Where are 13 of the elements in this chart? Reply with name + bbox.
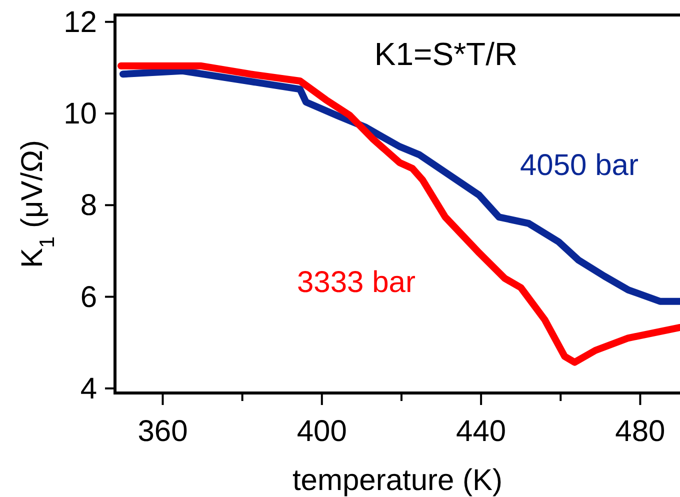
y-tick-label: 12 xyxy=(64,6,97,39)
series-label: 3333 bar xyxy=(297,266,416,299)
x-tick-label: 360 xyxy=(138,415,188,448)
y-tick-label: 8 xyxy=(80,189,97,222)
x-tick-label: 400 xyxy=(296,415,347,448)
text: K1=S*T/R xyxy=(374,36,518,72)
y-tick-label: 4 xyxy=(80,372,97,406)
x-tick-label: 480 xyxy=(615,415,666,448)
series-label: 4050 bar xyxy=(520,149,638,182)
y-tick-label: 6 xyxy=(80,280,97,314)
y-tick-label: 10 xyxy=(64,98,97,131)
x-tick-label: 440 xyxy=(456,415,506,448)
x-axis-title: temperature (K) xyxy=(292,464,503,497)
